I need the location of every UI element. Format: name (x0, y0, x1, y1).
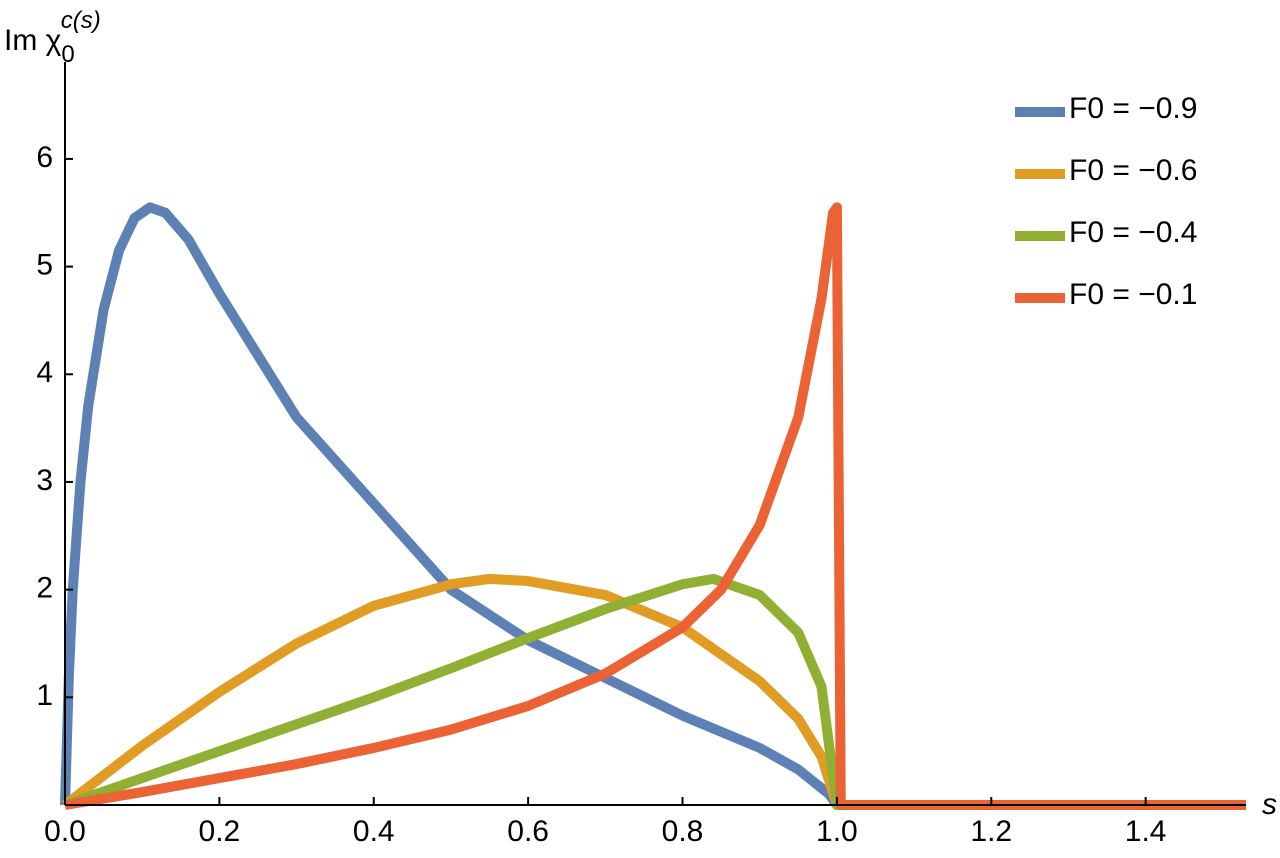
y-tick-label: 1 (36, 679, 53, 712)
y-tick-label: 5 (36, 249, 53, 282)
y-label-sub: 0 (61, 41, 74, 68)
legend-label: F0 = −0.6 (1069, 154, 1197, 187)
legend-label: F0 = −0.4 (1069, 216, 1197, 249)
y-tick-label: 4 (36, 356, 53, 389)
y-label-main: Im χ (4, 24, 62, 57)
x-tick-label: 0.0 (44, 815, 86, 848)
y-axis-label: Im χ0 c(s) (4, 7, 101, 68)
series-line (61, 573, 1246, 810)
x-tick-label: 1.0 (816, 815, 858, 848)
series-line (64, 202, 1246, 810)
x-tick-label: 0.4 (353, 815, 395, 848)
series-line (63, 573, 1246, 810)
x-tick-label: 0.6 (507, 815, 549, 848)
y-tick-label: 3 (36, 464, 53, 497)
x-tick-label: 0.2 (199, 815, 241, 848)
legend-label: F0 = −0.1 (1069, 278, 1197, 311)
x-tick-label: 0.8 (662, 815, 704, 848)
y-tick-label: 2 (36, 572, 53, 605)
legend-label: F0 = −0.9 (1069, 92, 1197, 125)
x-tick-label: 1.2 (970, 815, 1012, 848)
series-line (60, 202, 1246, 810)
y-tick-label: 6 (36, 141, 53, 174)
x-tick-label: 1.4 (1125, 815, 1167, 848)
y-label-sup: c(s) (61, 7, 101, 34)
x-axis-label: s (1262, 788, 1277, 821)
